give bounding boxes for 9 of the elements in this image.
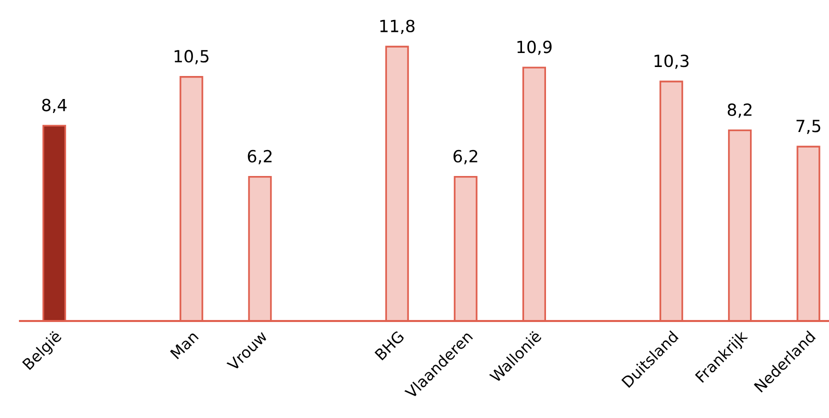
data-label: 10,3 <box>654 54 689 69</box>
data-label: 10,9 <box>517 40 552 55</box>
data-label: 10,5 <box>174 50 208 64</box>
data-label: 8,4 <box>42 98 67 114</box>
data-label: 6,2 <box>248 150 272 164</box>
data-label: 6,2 <box>454 150 478 164</box>
data-label: 11,8 <box>380 20 414 34</box>
data-label: 8,2 <box>728 103 752 118</box>
data-label: 7,5 <box>796 120 820 134</box>
